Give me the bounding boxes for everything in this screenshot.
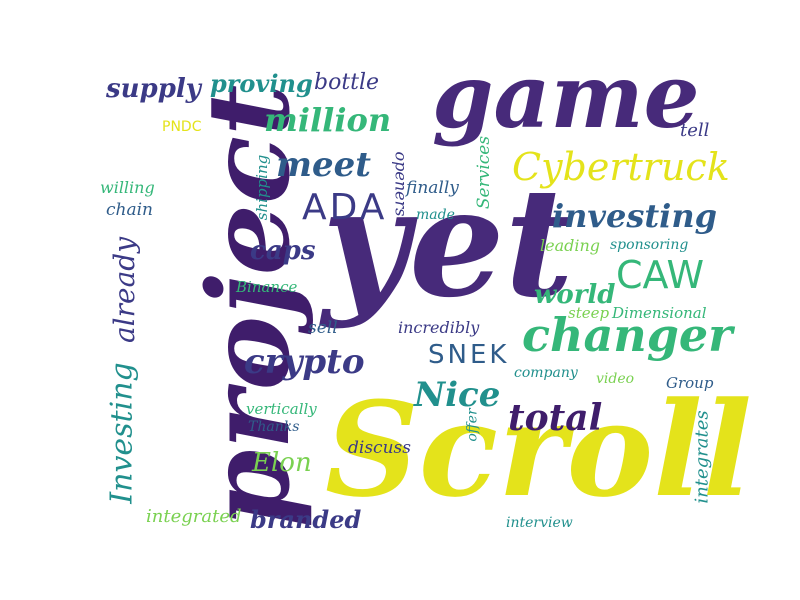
word-bottle: bottle bbox=[314, 70, 380, 95]
word-supply: supply bbox=[106, 74, 201, 104]
word-dimensional: Dimensional bbox=[612, 304, 707, 322]
word-pndc: PNDC bbox=[162, 119, 202, 135]
word-game: game bbox=[432, 44, 700, 148]
word-elon: Elon bbox=[252, 448, 312, 478]
word-total: total bbox=[508, 397, 603, 439]
word-leading: leading bbox=[540, 236, 601, 255]
word-shipping: shipping bbox=[253, 154, 272, 221]
word-finally: finally bbox=[406, 178, 459, 198]
word-thanks: Thanks bbox=[248, 419, 300, 435]
word-services: Services bbox=[474, 135, 495, 210]
word-cybertruck: Cybertruck bbox=[512, 145, 730, 189]
word-discuss: discuss bbox=[348, 438, 411, 458]
word-ada: ADA bbox=[302, 187, 388, 228]
word-caps: caps bbox=[250, 236, 316, 266]
word-snek: SNEK bbox=[428, 340, 510, 370]
word-offer: offer bbox=[464, 408, 481, 442]
word-integrated: integrated bbox=[146, 506, 242, 527]
word-sponsoring: sponsoring bbox=[610, 237, 689, 253]
word-incredibly: incredibly bbox=[398, 318, 480, 337]
word-already: already bbox=[108, 236, 142, 344]
word-video: video bbox=[596, 371, 635, 387]
word-crypto: crypto bbox=[244, 342, 365, 382]
word-sell: sell bbox=[308, 318, 338, 338]
word-meet: meet bbox=[276, 145, 371, 185]
word-investing-cap: Investing bbox=[104, 362, 140, 504]
word-company: company bbox=[514, 365, 578, 381]
word-chain: chain bbox=[106, 200, 153, 220]
word-vertically: vertically bbox=[246, 400, 317, 418]
word-steep: steep bbox=[568, 304, 610, 322]
word-willing: willing bbox=[100, 178, 155, 197]
word-branded: branded bbox=[250, 505, 362, 534]
word-binance: Binance bbox=[236, 278, 298, 296]
word-tell: tell bbox=[680, 120, 710, 141]
word-proving: proving bbox=[210, 69, 313, 98]
word-nice: Nice bbox=[414, 375, 501, 415]
word-made: made bbox=[416, 207, 455, 223]
word-changer: changer bbox=[522, 308, 733, 362]
word-yet: yet bbox=[322, 155, 574, 331]
word-world: world bbox=[534, 280, 616, 310]
word-scroll: Scroll bbox=[325, 373, 753, 526]
word-interview: interview bbox=[506, 515, 573, 531]
word-caw: CAW bbox=[616, 253, 705, 297]
word-million: million bbox=[264, 101, 392, 139]
word-investing: investing bbox=[552, 197, 717, 235]
word-group: Group bbox=[666, 374, 714, 392]
word-integrates: integrates bbox=[691, 410, 713, 504]
